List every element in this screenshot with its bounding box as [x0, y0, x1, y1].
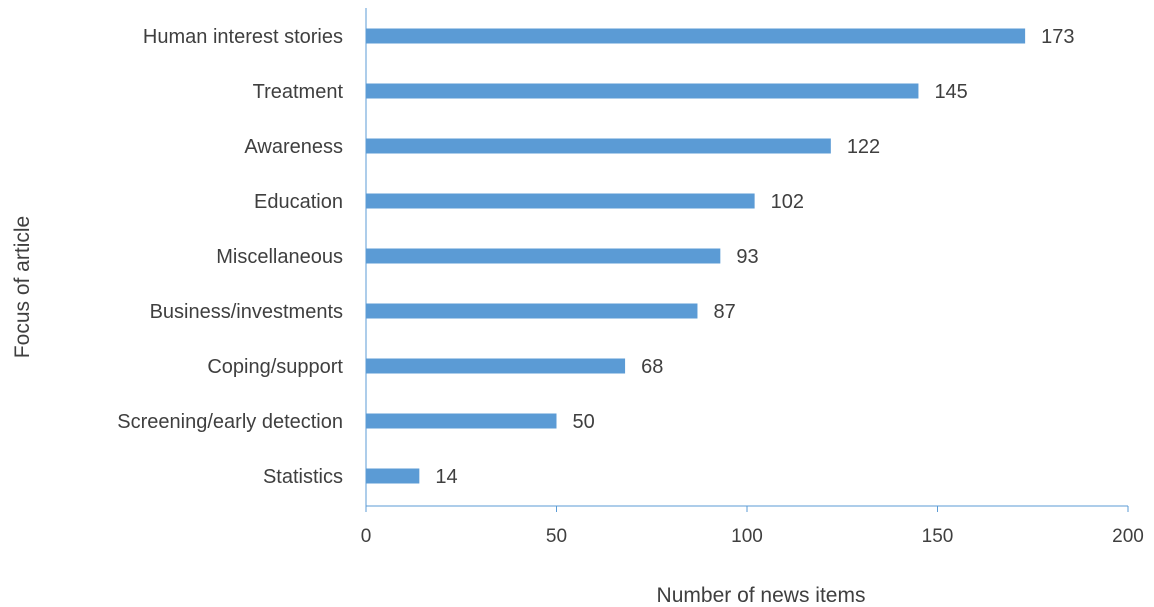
category-label-miscellaneous: Miscellaneous	[216, 246, 343, 268]
data-label-education: 102	[771, 191, 804, 213]
x-axis-title: Number of news items	[657, 584, 866, 607]
data-label-statistics: 14	[435, 466, 457, 488]
labels-layer: Human interest stories 173 Treatment 145 Awa…	[117, 26, 1144, 547]
axes-layer	[365, 8, 1129, 512]
category-label-business-investments: Business/investments	[150, 301, 343, 323]
data-label-human-interest-stories: 173	[1041, 26, 1074, 48]
bars-layer	[366, 28, 1026, 484]
category-label-screening-early-detection: Screening/early detection	[117, 411, 343, 433]
data-label-miscellaneous: 93	[736, 246, 758, 268]
data-label-coping-support: 68	[641, 356, 663, 378]
bar-business-investments	[366, 303, 698, 319]
bar-coping-support	[366, 358, 626, 374]
bar-screening-early-detection	[366, 413, 557, 429]
category-label-education: Education	[254, 191, 343, 213]
x-tick-label-0: 0	[361, 526, 372, 547]
bar-statistics	[366, 468, 420, 484]
y-axis-title: Focus of article	[11, 216, 34, 358]
bar-human-interest-stories	[366, 28, 1026, 44]
bar-miscellaneous	[366, 248, 721, 264]
category-label-awareness: Awareness	[244, 136, 343, 158]
data-label-awareness: 122	[847, 136, 880, 158]
category-label-statistics: Statistics	[263, 466, 343, 488]
bar-treatment	[366, 83, 919, 99]
x-tick-label-150: 150	[922, 526, 954, 547]
bar-awareness	[366, 138, 831, 154]
data-label-business-investments: 87	[713, 301, 735, 323]
data-label-treatment: 145	[934, 81, 967, 103]
category-label-human-interest-stories: Human interest stories	[143, 26, 343, 48]
data-label-screening-early-detection: 50	[573, 411, 595, 433]
x-tick-label-50: 50	[546, 526, 567, 547]
x-tick-label-100: 100	[731, 526, 763, 547]
x-tick-label-200: 200	[1112, 526, 1144, 547]
bar-education	[366, 193, 755, 209]
category-label-coping-support: Coping/support	[207, 356, 343, 378]
category-label-treatment: Treatment	[253, 81, 344, 103]
